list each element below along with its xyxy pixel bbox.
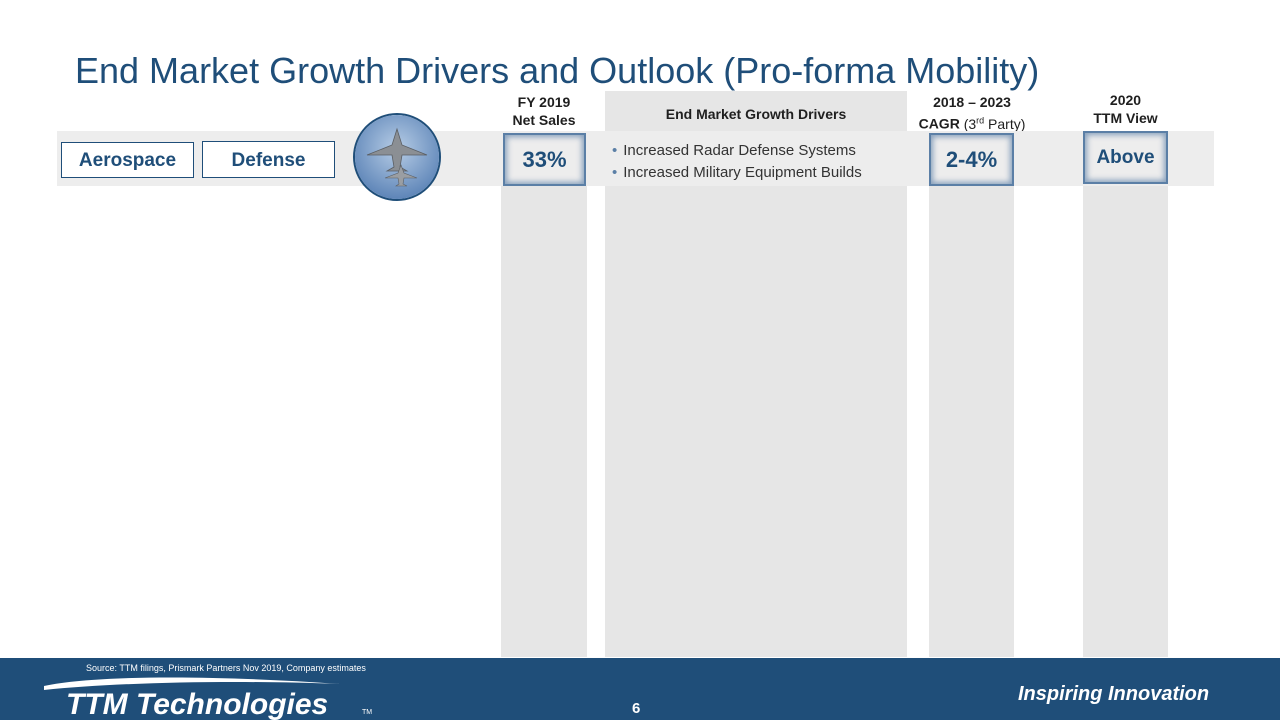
tagline: Inspiring Innovation bbox=[1018, 683, 1210, 705]
net-sales-header: FY 2019 Net Sales bbox=[512, 94, 576, 128]
net-sales-value: 33% bbox=[503, 133, 586, 186]
subsegment-label: Defense bbox=[202, 141, 335, 178]
footer-bar bbox=[0, 658, 1280, 720]
bullet-icon: • bbox=[612, 164, 618, 181]
driver-item: • Increased Radar Defense Systems bbox=[612, 142, 856, 159]
svg-text:TTM Technologies: TTM Technologies bbox=[66, 688, 328, 720]
drivers-list: • Increased Radar Defense Systems • Increa… bbox=[612, 140, 862, 184]
svg-text:TM: TM bbox=[362, 709, 372, 716]
ttm-view-header: 2020 TTM View bbox=[1093, 92, 1158, 126]
page-title: End Market Growth Drivers and Outlook (P… bbox=[75, 50, 1040, 91]
source-note: Source: TTM filings, Prismark Partners N… bbox=[86, 663, 366, 673]
bullet-icon: • bbox=[612, 142, 618, 159]
fighter-jets-image bbox=[353, 113, 441, 201]
ttm-logo: TTM Technologies TM bbox=[40, 674, 380, 725]
ttm-view-column bbox=[1083, 131, 1168, 657]
ttm-view-value: Above bbox=[1083, 131, 1168, 184]
page-number: 6 bbox=[632, 700, 641, 717]
driver-item: • Increased Military Equipment Builds bbox=[612, 164, 862, 181]
logo-swoosh-icon: TTM Technologies TM bbox=[44, 677, 372, 721]
segment-label: Aerospace bbox=[61, 142, 194, 178]
cagr-column bbox=[929, 131, 1014, 657]
cagr-header: 2018 – 2023 CAGR (3rd Party) bbox=[918, 94, 1026, 132]
net-sales-column bbox=[501, 131, 587, 657]
cagr-value: 2-4% bbox=[929, 133, 1014, 186]
drivers-header: End Market Growth Drivers bbox=[665, 106, 847, 122]
fighter-jets-icon bbox=[355, 115, 439, 199]
